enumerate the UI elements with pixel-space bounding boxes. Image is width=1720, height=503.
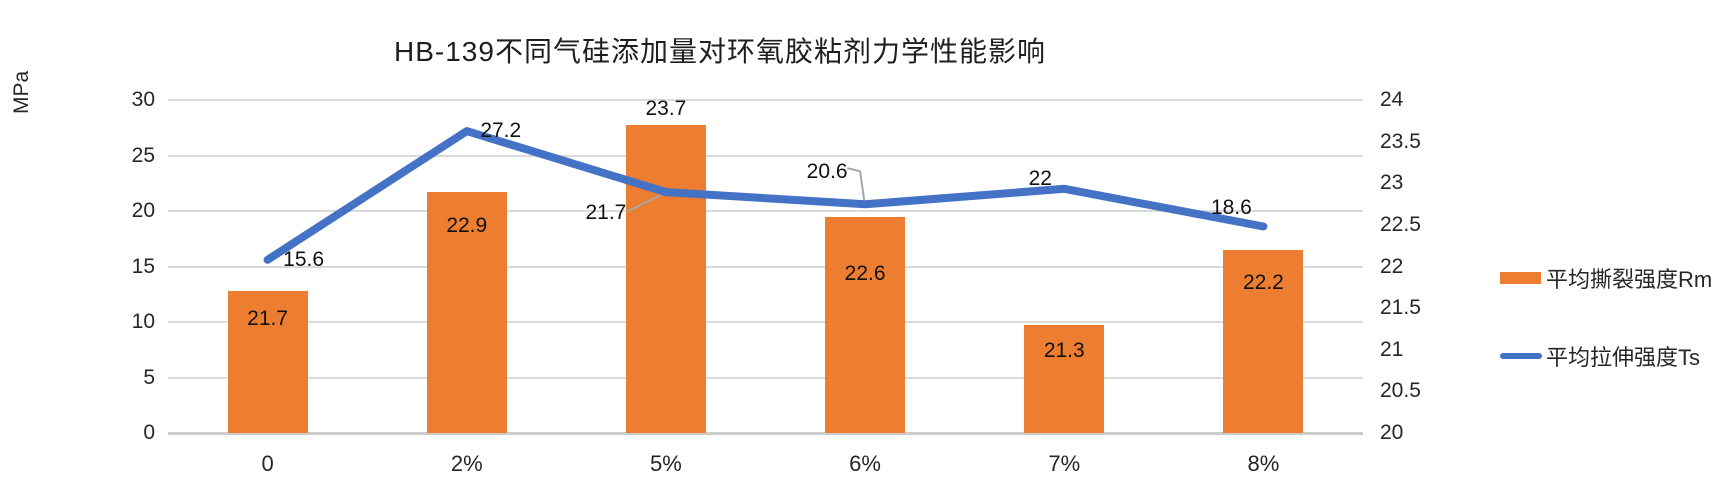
category-label: 7% — [1048, 451, 1081, 476]
gridline — [168, 210, 1363, 212]
left-axis-tick-label: 0 — [143, 421, 155, 444]
category-label: 8% — [1247, 451, 1280, 476]
gridline — [168, 154, 1363, 157]
right-axis-tick-label: 22 — [1380, 254, 1404, 278]
line-data-label: 15.6 — [283, 247, 325, 271]
line-series-swatch — [1500, 353, 1542, 359]
legend-label-ts: 平均拉伸强度Ts — [1546, 345, 1701, 370]
bar-tear-strength — [825, 216, 906, 433]
gridline — [168, 376, 1363, 379]
line-data-label: 22 — [1028, 166, 1052, 190]
bar-tear-strength — [1024, 324, 1105, 433]
right-axis-tick-label: 23 — [1380, 171, 1404, 195]
chart-title: HB-139不同气硅添加量对环氧胶粘剂力学性能影响 — [394, 36, 1046, 67]
bar-data-label: 21.7 — [247, 307, 289, 331]
left-axis-tick-label: 20 — [131, 199, 155, 222]
line-data-label: 20.6 — [806, 160, 848, 184]
left-axis-tick-label: 25 — [131, 143, 155, 167]
right-axis-tick-label: 20 — [1380, 421, 1404, 444]
right-axis-tick-label: 21.5 — [1380, 296, 1421, 320]
right-axis-tick-label: 24 — [1380, 88, 1404, 111]
gridline — [168, 99, 1363, 101]
gridline — [168, 265, 1363, 268]
line-data-label: 18.6 — [1210, 195, 1252, 219]
left-axis-tick-label: 10 — [131, 310, 155, 333]
label-leader-line — [847, 167, 866, 201]
bar-tear-strength — [1223, 249, 1304, 433]
right-axis-tick-label: 22.5 — [1380, 212, 1421, 236]
line-data-label: 27.2 — [480, 119, 522, 143]
bar-data-label: 22.9 — [446, 213, 488, 237]
gridline — [168, 321, 1363, 323]
bar-tear-strength — [227, 291, 308, 433]
line-tensile-strength — [263, 127, 1268, 264]
bar-series-swatch — [1500, 272, 1541, 284]
bar-data-label: 22.2 — [1242, 270, 1284, 294]
bar-tear-strength — [625, 124, 706, 433]
category-label: 0 — [261, 451, 274, 476]
left-axis-tick-label: 5 — [143, 365, 155, 389]
legend-item-tensile-strength: 平均拉伸强度Ts — [1500, 340, 1700, 372]
legend-label-rm: 平均撕裂强度Rm — [1546, 267, 1713, 292]
right-axis-tick-label: 21 — [1380, 337, 1404, 361]
x-axis-line — [168, 432, 1363, 435]
bar-data-label: 21.3 — [1043, 338, 1085, 362]
left-axis-tick-label: 30 — [131, 88, 155, 111]
label-leader-line — [626, 193, 664, 213]
bar-data-label: 23.7 — [645, 96, 687, 120]
category-label: 2% — [450, 451, 483, 476]
legend-item-tear-strength: 平均撕裂强度Rm — [1500, 262, 1712, 294]
line-data-label: 21.7 — [585, 201, 627, 225]
right-axis-tick-label: 23.5 — [1380, 129, 1421, 153]
bar-tear-strength — [426, 191, 507, 433]
bar-data-label: 22.6 — [844, 261, 886, 285]
category-label: 5% — [650, 451, 682, 476]
category-label: 6% — [849, 451, 881, 476]
left-axis-tick-label: 15 — [131, 254, 155, 278]
right-axis-tick-label: 20.5 — [1380, 379, 1421, 403]
